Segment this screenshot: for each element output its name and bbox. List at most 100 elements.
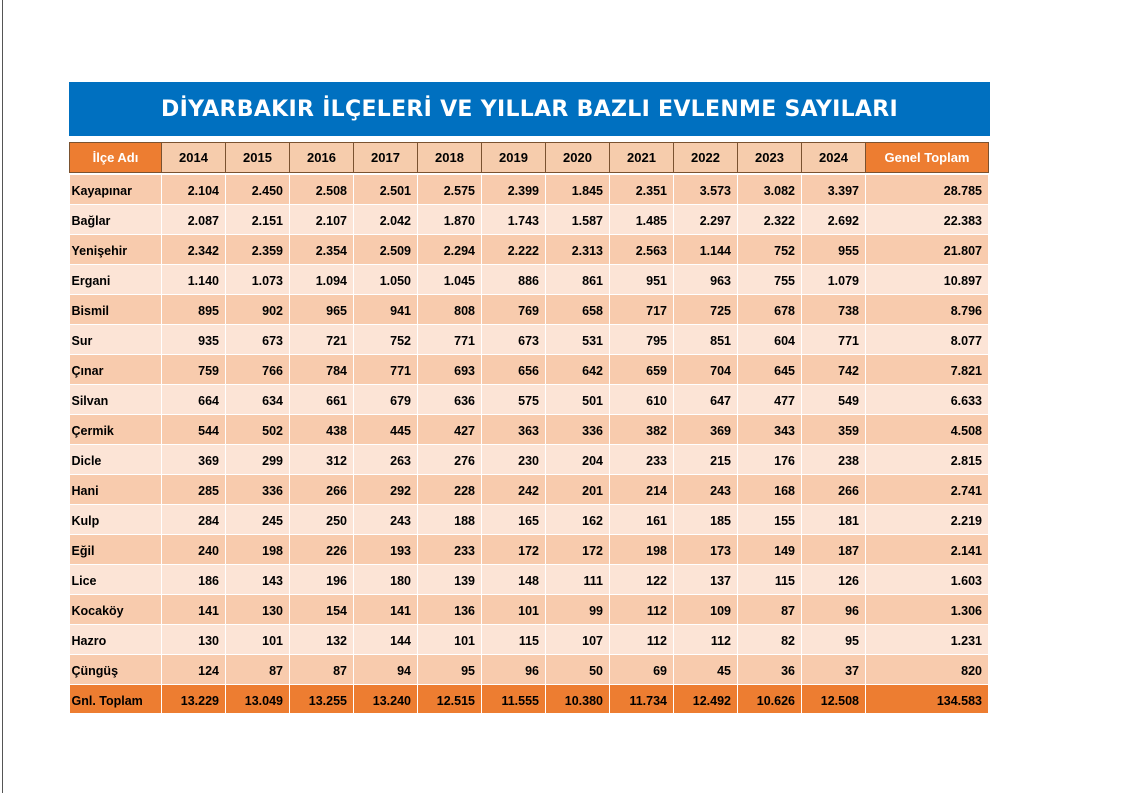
district-name: Hani	[69, 474, 162, 505]
grand-total-value: 13.049	[225, 684, 290, 714]
district-name: Kayapınar	[69, 174, 162, 205]
district-name: Eğil	[69, 534, 162, 565]
value-cell: 193	[353, 534, 418, 565]
row-total-cell: 2.219	[865, 504, 989, 535]
value-cell: 2.450	[225, 174, 290, 205]
value-cell: 2.359	[225, 234, 290, 265]
value-cell: 143	[225, 564, 290, 595]
value-cell: 902	[225, 294, 290, 325]
value-cell: 2.563	[609, 234, 674, 265]
value-cell: 144	[353, 624, 418, 655]
value-cell: 95	[801, 624, 866, 655]
header-district: İlçe Adı	[69, 142, 162, 173]
table-row: Lice 186 143 196 180 139 148 111 122 137 115 126 1.6…	[69, 564, 989, 595]
value-cell: 951	[609, 264, 674, 295]
value-cell: 115	[481, 624, 546, 655]
value-cell: 238	[801, 444, 866, 475]
value-cell: 266	[801, 474, 866, 505]
value-cell: 69	[609, 654, 674, 685]
value-cell: 661	[289, 384, 354, 415]
value-cell: 162	[545, 504, 610, 535]
value-cell: 861	[545, 264, 610, 295]
grand-total-value: 12.515	[417, 684, 482, 714]
value-cell: 1.870	[417, 204, 482, 235]
value-cell: 2.104	[161, 174, 226, 205]
value-cell: 3.082	[737, 174, 802, 205]
value-cell: 284	[161, 504, 226, 535]
header-year: 2014	[161, 142, 226, 173]
row-total-cell: 2.141	[865, 534, 989, 565]
page-left-border	[2, 0, 3, 793]
value-cell: 263	[353, 444, 418, 475]
value-cell: 445	[353, 414, 418, 445]
value-cell: 851	[673, 324, 738, 355]
value-cell: 2.692	[801, 204, 866, 235]
district-name: Çermik	[69, 414, 162, 445]
value-cell: 198	[609, 534, 674, 565]
value-cell: 1.587	[545, 204, 610, 235]
row-total-cell: 21.807	[865, 234, 989, 265]
value-cell: 112	[609, 594, 674, 625]
value-cell: 693	[417, 354, 482, 385]
value-cell: 87	[289, 654, 354, 685]
value-cell: 188	[417, 504, 482, 535]
value-cell: 312	[289, 444, 354, 475]
row-total-cell: 22.383	[865, 204, 989, 235]
value-cell: 336	[545, 414, 610, 445]
value-cell: 717	[609, 294, 674, 325]
table-row: Kulp 284 245 250 243 188 165 162 161 185 155 181 2.2…	[69, 504, 989, 535]
value-cell: 664	[161, 384, 226, 415]
row-total-cell: 1.231	[865, 624, 989, 655]
value-cell: 126	[801, 564, 866, 595]
header-year: 2021	[609, 142, 674, 173]
value-cell: 233	[417, 534, 482, 565]
value-cell: 99	[545, 594, 610, 625]
value-cell: 112	[673, 624, 738, 655]
value-cell: 336	[225, 474, 290, 505]
value-cell: 87	[737, 594, 802, 625]
value-cell: 1.485	[609, 204, 674, 235]
value-cell: 1.140	[161, 264, 226, 295]
value-cell: 1.050	[353, 264, 418, 295]
value-cell: 186	[161, 564, 226, 595]
value-cell: 176	[737, 444, 802, 475]
value-cell: 36	[737, 654, 802, 685]
value-cell: 658	[545, 294, 610, 325]
value-cell: 725	[673, 294, 738, 325]
row-total-cell: 1.603	[865, 564, 989, 595]
table-row: Silvan 664 634 661 679 636 575 501 610 647 477 549 6…	[69, 384, 989, 415]
value-cell: 2.107	[289, 204, 354, 235]
value-cell: 659	[609, 354, 674, 385]
district-name: Çınar	[69, 354, 162, 385]
table-row: Kayapınar 2.104 2.450 2.508 2.501 2.575 2.399 1…	[69, 174, 989, 205]
value-cell: 172	[545, 534, 610, 565]
value-cell: 766	[225, 354, 290, 385]
table-body: Kayapınar 2.104 2.450 2.508 2.501 2.575 2.399 1…	[69, 172, 989, 714]
page-title: DİYARBAKIR İLÇELERİ VE YILLAR BAZLI EVLE…	[69, 82, 990, 136]
value-cell: 172	[481, 534, 546, 565]
value-cell: 226	[289, 534, 354, 565]
district-name: Çüngüş	[69, 654, 162, 685]
value-cell: 242	[481, 474, 546, 505]
value-cell: 154	[289, 594, 354, 625]
value-cell: 214	[609, 474, 674, 505]
value-cell: 2.508	[289, 174, 354, 205]
header-gap	[69, 172, 989, 175]
value-cell: 180	[353, 564, 418, 595]
value-cell: 37	[801, 654, 866, 685]
value-cell: 130	[161, 624, 226, 655]
value-cell: 1.094	[289, 264, 354, 295]
table-row: Sur 935 673 721 752 771 673 531 795 851 604 771 8.07…	[69, 324, 989, 355]
value-cell: 161	[609, 504, 674, 535]
value-cell: 549	[801, 384, 866, 415]
value-cell: 215	[673, 444, 738, 475]
value-cell: 107	[545, 624, 610, 655]
value-cell: 82	[737, 624, 802, 655]
header-year: 2017	[353, 142, 418, 173]
table-row: Ergani 1.140 1.073 1.094 1.050 1.045 886 861 951…	[69, 264, 989, 295]
value-cell: 292	[353, 474, 418, 505]
value-cell: 87	[225, 654, 290, 685]
row-total-cell: 2.741	[865, 474, 989, 505]
value-cell: 369	[161, 444, 226, 475]
value-cell: 808	[417, 294, 482, 325]
